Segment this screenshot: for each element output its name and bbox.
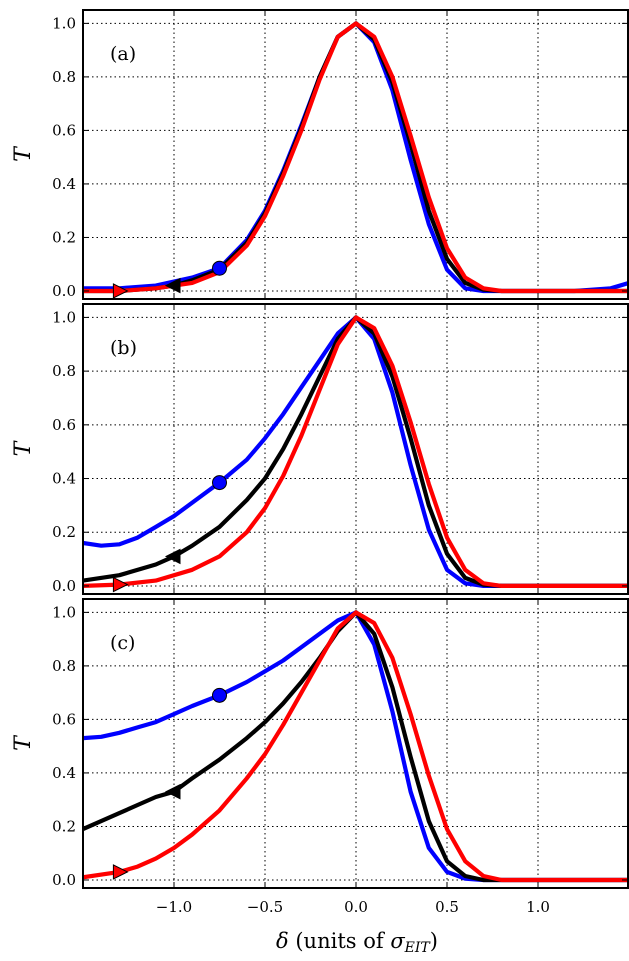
y-axis-label: T <box>11 145 36 162</box>
y-tick-label: 0.0 <box>52 577 76 595</box>
series-line-black <box>83 315 629 588</box>
marker-triangle-right-red <box>112 283 129 299</box>
series-group <box>83 610 629 883</box>
series-line-blue <box>83 21 629 294</box>
y-tick-label: 0.2 <box>52 228 76 246</box>
series-line-black <box>83 21 629 294</box>
y-tick-label: 0.2 <box>52 523 76 541</box>
x-tick-label: −1.0 <box>156 898 192 916</box>
marker-triangle-left-black <box>164 277 181 294</box>
y-tick-label: 1.0 <box>52 14 76 32</box>
x-tick-label: 0.5 <box>435 898 459 916</box>
series-line-blue <box>83 315 629 588</box>
series-line-black <box>83 610 629 883</box>
series-line-red <box>83 21 629 294</box>
y-tick-label: 0.2 <box>52 817 76 835</box>
y-tick-label: 1.0 <box>52 308 76 326</box>
y-tick-label: 0.0 <box>52 282 76 300</box>
panel-2: 0.0 0.2 0.4 0.6 0.8 1.0 (b) T <box>11 303 629 595</box>
y-tick-label: 1.0 <box>52 603 76 621</box>
series-line-blue <box>83 610 629 883</box>
panel-3: 0.0 0.2 0.4 0.6 0.8 1.0 (c) T <box>11 598 629 889</box>
y-tick-label: 0.6 <box>52 121 76 139</box>
y-tick-label: 0.6 <box>52 710 76 728</box>
marker-circle-blue <box>212 475 227 491</box>
marker-triangle-left-black <box>164 783 181 800</box>
y-axis-label: T <box>11 439 36 456</box>
x-tick-label: 1.0 <box>526 898 550 916</box>
y-tick-label: 0.6 <box>52 416 76 434</box>
marker-triangle-left-black <box>164 548 181 565</box>
y-axis-label: T <box>11 734 36 751</box>
y-tick-label: 0.8 <box>52 657 76 675</box>
series-line-red <box>83 610 629 883</box>
y-tick-label: 0.8 <box>52 362 76 380</box>
y-tick-label: 0.4 <box>52 175 76 193</box>
panel-1: 0.0 0.2 0.4 0.6 0.8 1.0 (a) T <box>11 9 629 300</box>
x-tick-label: 0.0 <box>344 898 368 916</box>
panel-label: (b) <box>110 337 137 359</box>
y-tick-label: 0.0 <box>52 871 76 889</box>
y-tick-label: 0.8 <box>52 68 76 86</box>
panel-label: (a) <box>110 43 136 65</box>
marker-circle-blue <box>212 260 227 276</box>
marker-triangle-right-red <box>112 864 129 880</box>
marker-triangle-right-red <box>112 576 129 593</box>
marker-circle-blue <box>212 687 227 703</box>
panel-label: (c) <box>110 632 135 654</box>
x-axis-label: δ (units of σEIT) <box>276 929 438 956</box>
series-group <box>83 315 629 588</box>
series-group <box>83 21 629 294</box>
panels-group: 0.0 0.2 0.4 0.6 0.8 1.0 (a) T 0.0 0.2 0.4 0.6 0.8 1.0… <box>11 9 629 916</box>
y-tick-label: 0.4 <box>52 764 76 782</box>
y-tick-label: 0.4 <box>52 470 76 488</box>
series-line-red <box>83 315 629 588</box>
x-tick-label: −0.5 <box>247 898 283 916</box>
